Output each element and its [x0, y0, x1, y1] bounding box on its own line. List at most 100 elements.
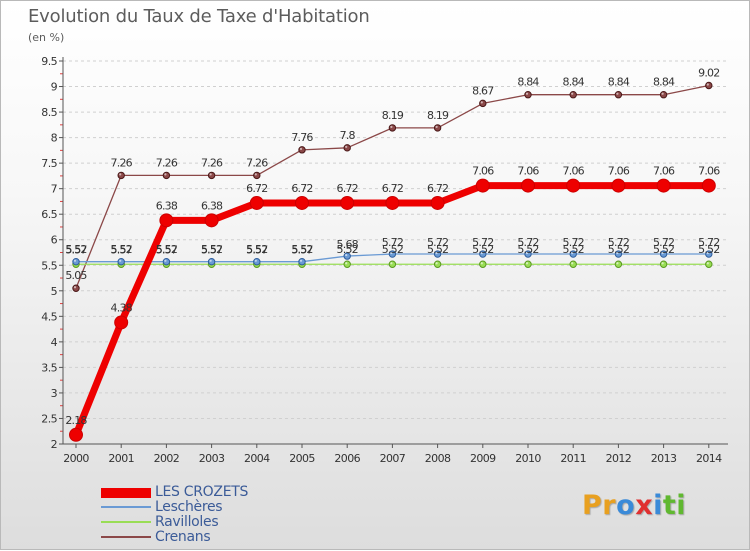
series-point — [117, 257, 125, 266]
series-point-highlight — [119, 259, 122, 262]
series-point-highlight — [706, 251, 709, 255]
data-label: 5.72 — [563, 236, 584, 249]
series-point — [656, 178, 671, 193]
series-point-highlight — [345, 253, 348, 257]
data-label: 5.52 — [201, 243, 222, 256]
series-point-highlight — [616, 92, 619, 95]
data-label: 8.67 — [472, 84, 494, 97]
series-point — [524, 260, 532, 268]
data-label: 5.72 — [698, 236, 719, 249]
legend-swatch — [101, 506, 151, 508]
data-label: 5.52 — [698, 243, 719, 256]
data-label: 5.57 — [246, 244, 268, 257]
series-point — [385, 195, 400, 210]
legend-label: LES CROZETS — [155, 484, 249, 500]
series-point — [705, 81, 713, 90]
data-label: 5.72 — [653, 236, 674, 249]
data-label: 5.68 — [337, 238, 359, 251]
series-point — [569, 260, 577, 268]
logo-letter: i — [653, 490, 663, 521]
data-label: 5.52 — [608, 243, 629, 256]
series-point — [479, 99, 487, 108]
data-label: 2.18 — [65, 414, 87, 427]
series-point — [566, 178, 581, 193]
series-point — [475, 178, 490, 193]
data-label: 5.52 — [156, 243, 177, 256]
series-point — [295, 195, 309, 210]
series-point — [343, 144, 351, 152]
data-label: 7.26 — [156, 156, 178, 169]
y-tick-label: 4 — [51, 336, 58, 349]
x-tick-label: 2003 — [199, 452, 225, 465]
data-label: 5.52 — [653, 243, 674, 256]
data-label: 7.06 — [698, 165, 720, 178]
legend-label: Ravilloles — [155, 514, 219, 530]
series-point-highlight — [164, 259, 167, 262]
series-point — [569, 91, 577, 99]
series-point — [705, 260, 713, 268]
y-tick-label: 5 — [51, 285, 58, 298]
y-tick-label: 9 — [51, 81, 58, 94]
y-tick-label: 6 — [51, 234, 58, 247]
x-tick-label: 2012 — [606, 452, 632, 465]
series-point-highlight — [435, 251, 438, 255]
series-point — [659, 260, 668, 268]
y-tick-label: 7 — [51, 183, 58, 196]
series-point — [430, 195, 445, 210]
series-point-highlight — [661, 251, 664, 255]
series-point-highlight — [390, 262, 393, 265]
logo-letter: r — [602, 490, 617, 521]
data-label: 5.57 — [201, 244, 223, 257]
series-point — [204, 213, 219, 228]
series-point — [701, 178, 716, 193]
series-point-highlight — [254, 173, 257, 176]
data-label: 7.06 — [563, 165, 585, 178]
data-label: 7.06 — [653, 165, 675, 178]
axes: 2 2.5 3 3.5 4 4.5 5 5.5 6 6.5 7 7.5 8 8.5 9 9.5 2000 2001… — [41, 55, 728, 465]
x-tick-label: 2008 — [425, 452, 451, 465]
series-point — [343, 260, 351, 268]
y-tick-label: 7.5 — [41, 157, 57, 170]
x-tick-label: 2007 — [380, 452, 406, 465]
series-point-highlight — [299, 259, 303, 262]
data-label: 5.52 — [517, 243, 538, 256]
data-label: 8.19 — [382, 109, 404, 122]
legend-swatch — [101, 536, 151, 538]
data-label: 5.72 — [517, 236, 538, 249]
series-point — [162, 257, 171, 266]
y-tick-label: 8.5 — [41, 106, 57, 119]
x-tick-label: 2011 — [560, 452, 586, 465]
series-point — [253, 257, 261, 266]
series-point — [207, 257, 216, 266]
data-label: 8.84 — [563, 76, 585, 89]
data-label: 6.72 — [337, 182, 358, 195]
series-point-highlight — [73, 259, 77, 262]
series-point-highlight — [661, 92, 664, 95]
series-point — [249, 195, 264, 210]
data-label: 7.26 — [111, 156, 133, 169]
series-point — [524, 91, 532, 99]
series-point — [659, 91, 668, 99]
data-label: 6.72 — [246, 182, 267, 195]
data-label: 4.38 — [111, 301, 133, 314]
series-point — [340, 195, 355, 210]
data-label: 5.52 — [382, 243, 403, 256]
series-point-highlight — [119, 173, 122, 176]
series-point-highlight — [299, 147, 303, 150]
data-label: 7.76 — [291, 131, 313, 144]
data-label: 5.52 — [337, 243, 358, 256]
series-point-highlight — [571, 262, 574, 265]
series-point-highlight — [661, 262, 664, 265]
data-label: 5.72 — [382, 236, 403, 249]
series-point-highlight — [435, 125, 438, 128]
legend-label: Crenans — [155, 529, 211, 545]
x-tick-label: 2000 — [63, 452, 89, 465]
proxiti-logo: Proxiti — [582, 490, 686, 521]
data-label: 8.84 — [653, 76, 675, 89]
data-label: 7.26 — [246, 156, 268, 169]
chart-title: Evolution du Taux de Taxe d'Habitation — [28, 6, 370, 27]
y-tick-label: 3.5 — [41, 361, 57, 374]
data-label: 7.8 — [340, 129, 356, 142]
data-label: 5.52 — [65, 243, 86, 256]
